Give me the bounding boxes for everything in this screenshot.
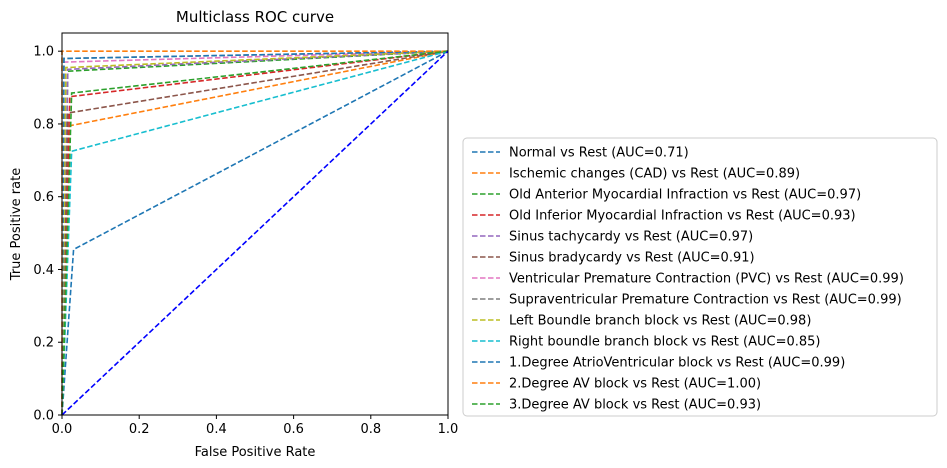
legend-label: Normal vs Rest (AUC=0.71) bbox=[509, 146, 689, 161]
legend-label: Old Inferior Myocardial Infraction vs Re… bbox=[509, 209, 856, 224]
roc-line-6 bbox=[61, 50, 449, 416]
y-axis-label: True Positive rate bbox=[9, 168, 24, 281]
y-tick-label: 0.2 bbox=[33, 336, 54, 351]
plot-lines bbox=[61, 50, 449, 416]
x-tick-label: 0.8 bbox=[360, 422, 381, 437]
roc-line-11 bbox=[61, 50, 449, 416]
legend-label: 2.Degree AV block vs Rest (AUC=1.00) bbox=[509, 377, 761, 392]
y-tick-label: 0.6 bbox=[33, 190, 54, 205]
chance-diagonal-line bbox=[61, 50, 449, 416]
x-tick-label: 1.0 bbox=[438, 422, 459, 437]
x-tick-label: 0.4 bbox=[206, 422, 227, 437]
y-tick-label: 1.0 bbox=[33, 45, 54, 60]
y-axis: 0.0 0.2 0.4 0.6 0.8 1.0 bbox=[33, 45, 62, 424]
roc-line-10 bbox=[61, 50, 449, 416]
plot-frame bbox=[61, 32, 449, 416]
legend-label: Ischemic changes (CAD) vs Rest (AUC=0.89… bbox=[509, 167, 800, 182]
x-tick-label: 0.6 bbox=[283, 422, 304, 437]
legend: Normal vs Rest (AUC=0.71) Ischemic change… bbox=[462, 137, 938, 417]
legend-frame bbox=[462, 137, 938, 417]
legend-label: 3.Degree AV block vs Rest (AUC=0.93) bbox=[509, 398, 761, 413]
roc-line-13 bbox=[61, 50, 449, 416]
legend-label: Ventricular Premature Contraction (PVC) … bbox=[509, 272, 904, 287]
legend-label: Right boundle branch block vs Rest (AUC=… bbox=[509, 335, 821, 350]
legend-label: Sinus bradycardy vs Rest (AUC=0.91) bbox=[509, 251, 755, 266]
chart-title: Multiclass ROC curve bbox=[176, 8, 334, 26]
y-tick-label: 0.4 bbox=[33, 263, 54, 278]
x-tick-label: 0.2 bbox=[129, 422, 150, 437]
roc-line-1 bbox=[61, 50, 449, 416]
x-axis: 0.0 0.2 0.4 0.6 0.8 1.0 bbox=[52, 415, 459, 437]
legend-label: Supraventricular Premature Contraction v… bbox=[509, 293, 902, 308]
y-tick-label: 0.8 bbox=[33, 117, 54, 132]
y-tick-label: 0.0 bbox=[33, 409, 54, 424]
legend-label: Old Anterior Myocardial Infraction vs Re… bbox=[509, 188, 861, 203]
x-tick-label: 0.0 bbox=[52, 422, 73, 437]
legend-label: Left Boundle branch block vs Rest (AUC=0… bbox=[509, 314, 811, 329]
x-axis-label: False Positive Rate bbox=[195, 445, 316, 460]
legend-label: Sinus tachycardy vs Rest (AUC=0.97) bbox=[509, 230, 753, 245]
legend-label: 1.Degree AtrioVentricular block vs Rest … bbox=[509, 356, 845, 371]
